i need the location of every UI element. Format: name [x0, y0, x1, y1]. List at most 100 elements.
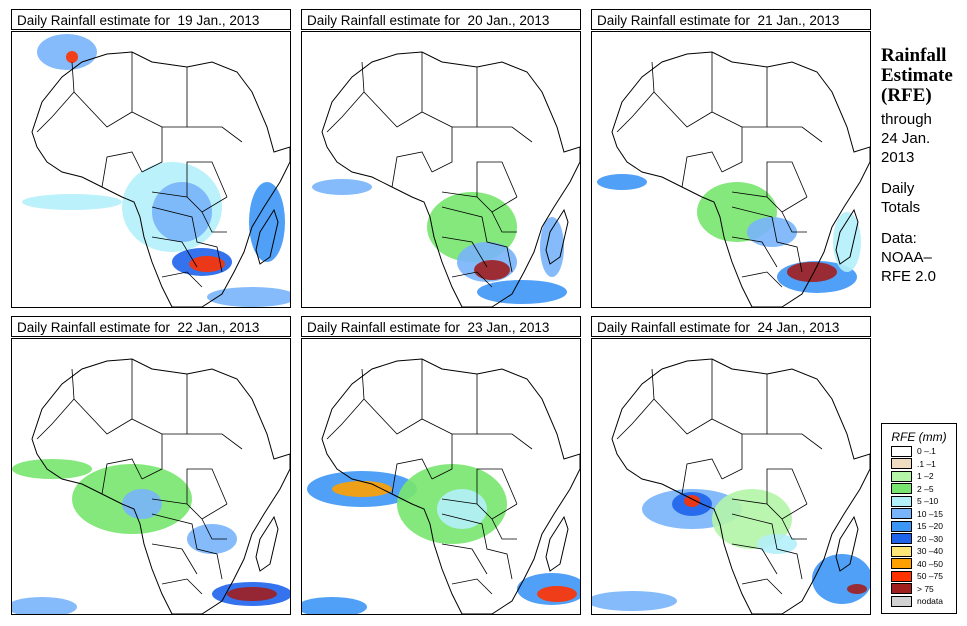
country-border	[491, 211, 517, 233]
country-border	[363, 91, 453, 128]
legend-item: 40 –50	[891, 558, 956, 571]
legend-label: > 75	[917, 583, 934, 594]
through-label: through	[881, 111, 932, 128]
country-border	[162, 67, 188, 128]
panel-title: Daily Rainfall estimate for 21 Jan., 201…	[591, 9, 871, 30]
rainfall-region	[747, 217, 797, 247]
legend-title: RFE (mm)	[891, 430, 947, 444]
legend-label: 1 –2	[917, 471, 934, 482]
country-border	[201, 211, 227, 233]
country-border	[731, 498, 808, 520]
rainfall-region	[12, 597, 77, 614]
country-border	[653, 91, 743, 128]
legend-swatch	[891, 595, 912, 607]
madagascar-outline	[545, 208, 569, 265]
country-border	[441, 206, 513, 273]
rainfall-map	[301, 338, 581, 615]
country-border	[441, 236, 488, 268]
rfe-legend: RFE (mm) 0 –.1.1 –1 1 –2 2 –5 5 –10 10 –15 15…	[881, 423, 957, 614]
country-border	[477, 433, 533, 450]
madagascar-outline	[255, 208, 279, 265]
rainfall-region	[37, 34, 97, 70]
legend-label: 40 –50	[917, 558, 943, 569]
rainfall-region	[597, 174, 647, 190]
country-border	[326, 368, 365, 440]
rainfall-map	[11, 31, 291, 308]
country-border	[653, 398, 743, 435]
map-panel-22-jan: Daily Rainfall estimate for 22 Jan., 201…	[11, 316, 291, 615]
legend-swatch	[891, 583, 912, 595]
legend-label: 30 –40	[917, 546, 943, 557]
africa-coastline	[31, 358, 290, 614]
country-border	[363, 398, 453, 435]
country-border	[731, 543, 778, 575]
legend-item: 2 –5	[891, 483, 956, 496]
africa-map-svg	[12, 358, 290, 614]
country-border	[441, 513, 513, 580]
legend-item: 10 –15	[891, 508, 956, 521]
country-border	[451, 578, 493, 595]
map-panel-20-jan: Daily Rainfall estimate for 20 Jan., 201…	[301, 9, 581, 308]
panel-title: Daily Rainfall estimate for 23 Jan., 201…	[301, 316, 581, 337]
heading-line: Rainfall	[881, 45, 947, 66]
legend-swatch	[891, 570, 912, 582]
rainfall-region	[249, 182, 285, 262]
legend-swatch	[891, 545, 912, 557]
rainfall-region	[312, 179, 372, 195]
country-border	[742, 67, 768, 128]
africa-map-svg	[592, 358, 870, 614]
source-line: Data:	[881, 230, 917, 247]
country-border	[326, 61, 365, 133]
country-border	[731, 191, 808, 213]
legend-swatch	[891, 445, 912, 457]
rainfall-region	[847, 584, 867, 594]
country-border	[151, 498, 228, 520]
country-border	[731, 236, 778, 268]
country-border	[187, 126, 243, 143]
legend-label: 0 –.1	[917, 446, 936, 457]
legend-item: 30 –40	[891, 545, 956, 558]
legend-swatch	[891, 520, 912, 532]
madagascar-outline	[835, 208, 859, 265]
country-border	[441, 191, 518, 213]
country-border	[742, 374, 768, 435]
side-annotation: Rainfall Estimate (RFE) through 24 Jan. …	[881, 46, 967, 286]
country-border	[441, 543, 488, 575]
country-border	[186, 468, 228, 505]
legend-swatch	[891, 508, 912, 520]
source-line: RFE 2.0	[881, 268, 937, 285]
legend-item: .1 –1	[891, 458, 956, 471]
country-border	[477, 126, 533, 143]
country-border	[101, 458, 143, 495]
totals-line: Totals	[881, 199, 921, 216]
country-border	[731, 206, 803, 273]
rainfall-region	[833, 212, 861, 272]
country-border	[201, 518, 227, 540]
legend-label: .1 –1	[917, 458, 936, 469]
legend-swatch	[891, 483, 912, 495]
country-border	[151, 191, 228, 213]
africa-map-svg	[22, 34, 290, 307]
rainfall-region	[684, 495, 700, 507]
legend-label: 5 –10	[917, 496, 939, 507]
legend-item: > 75	[891, 583, 956, 596]
through-date-line: 24 Jan.	[881, 130, 931, 147]
country-border	[767, 126, 823, 143]
country-border	[781, 211, 807, 233]
africa-map-svg	[312, 51, 580, 307]
country-border	[151, 513, 223, 580]
country-border	[431, 127, 453, 173]
madagascar-outline	[545, 515, 569, 572]
africa-coastline	[31, 51, 290, 307]
legend-item: 5 –10	[891, 495, 956, 508]
africa-coastline	[611, 51, 870, 307]
legend-swatch	[891, 558, 912, 570]
country-border	[616, 368, 655, 440]
country-border	[161, 271, 203, 288]
rainfall-region	[540, 217, 564, 277]
rainfall-map	[591, 338, 871, 615]
legend-item: nodata	[891, 595, 956, 608]
country-border	[731, 513, 803, 580]
rainfall-region	[227, 587, 277, 601]
country-border	[766, 468, 808, 505]
